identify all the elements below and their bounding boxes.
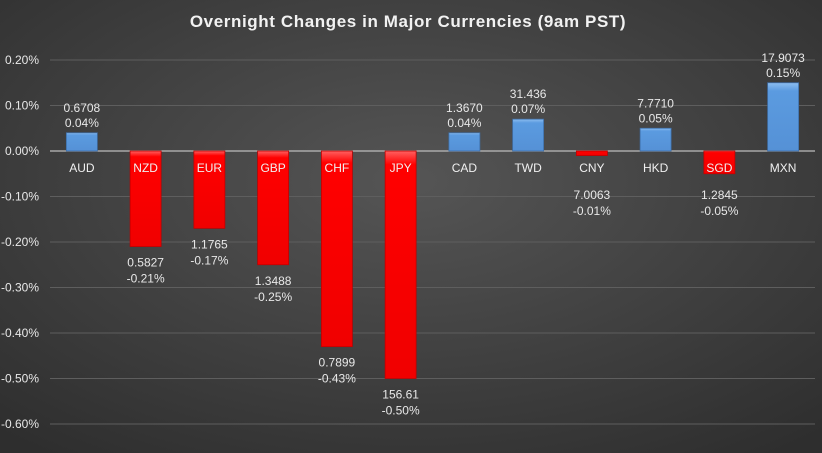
bar-aud: [65, 132, 98, 152]
y-tick-label: 0.00%: [5, 144, 39, 158]
rate-label: 1.2845: [701, 188, 738, 202]
category-label: MXN: [770, 161, 797, 175]
rate-label: 0.7899: [319, 356, 356, 370]
y-tick-label: -0.40%: [1, 326, 39, 340]
rate-label: 7.7710: [637, 96, 674, 110]
category-label: NZD: [133, 161, 158, 175]
value-label: 0.15%: [766, 66, 800, 80]
value-label: -0.05%: [700, 204, 738, 218]
value-label: -0.21%: [127, 272, 165, 286]
bar-hkd: [639, 127, 672, 152]
y-tick-label: 0.10%: [5, 99, 39, 113]
bar-twd: [512, 118, 545, 152]
rate-label: 1.3488: [255, 274, 292, 288]
y-tick-label: 0.20%: [5, 53, 39, 67]
bar-gbp: [257, 150, 290, 266]
y-axis: 0.20% 0.10% 0.00% -0.10% -0.20% -0.30% -0.40% -…: [1, 53, 39, 431]
category-label: CAD: [452, 161, 478, 175]
labels: AUD0.67080.04%NZD0.5827-0.21%EUR1.1765-0…: [64, 51, 806, 418]
y-tick-label: -0.10%: [1, 190, 39, 204]
value-label: 0.05%: [639, 111, 673, 125]
rate-label: 31.436: [510, 87, 547, 101]
chart-title: Overnight Changes in Major Currencies (9…: [190, 12, 626, 31]
value-label: -0.01%: [573, 204, 611, 218]
category-label: JPY: [390, 161, 412, 175]
value-label: -0.17%: [190, 253, 228, 267]
bar-chf: [320, 150, 353, 348]
category-label: CHF: [325, 161, 350, 175]
bar-eur: [193, 150, 226, 229]
value-label: -0.25%: [254, 290, 292, 304]
rate-label: 1.1765: [191, 237, 228, 251]
y-tick-label: -0.60%: [1, 417, 39, 431]
bar-cny: [575, 150, 608, 156]
category-label: EUR: [197, 161, 223, 175]
value-label: 0.04%: [447, 116, 481, 130]
value-label: -0.43%: [318, 372, 356, 386]
value-label: 0.04%: [65, 116, 99, 130]
category-label: AUD: [69, 161, 95, 175]
rate-label: 1.3670: [446, 101, 483, 115]
y-tick-label: -0.20%: [1, 235, 39, 249]
category-label: CNY: [579, 161, 604, 175]
rate-label: 0.5827: [127, 256, 164, 270]
value-label: 0.07%: [511, 102, 545, 116]
bar-mxn: [767, 82, 800, 152]
category-label: TWD: [514, 161, 542, 175]
category-label: GBP: [260, 161, 285, 175]
bar-cad: [448, 132, 481, 152]
gridlines: [50, 59, 815, 425]
bar-nzd: [129, 150, 162, 247]
bar-jpy: [384, 150, 417, 379]
category-label: HKD: [643, 161, 669, 175]
value-label: -0.50%: [382, 404, 420, 418]
bars: [65, 82, 800, 379]
rate-label: 0.6708: [64, 101, 101, 115]
rate-label: 156.61: [382, 388, 419, 402]
rate-label: 7.0063: [574, 188, 611, 202]
bar-sgd: [703, 150, 736, 175]
rate-label: 17.9073: [761, 51, 805, 65]
y-tick-label: -0.50%: [1, 372, 39, 386]
y-tick-label: -0.30%: [1, 281, 39, 295]
category-label: SGD: [706, 161, 732, 175]
